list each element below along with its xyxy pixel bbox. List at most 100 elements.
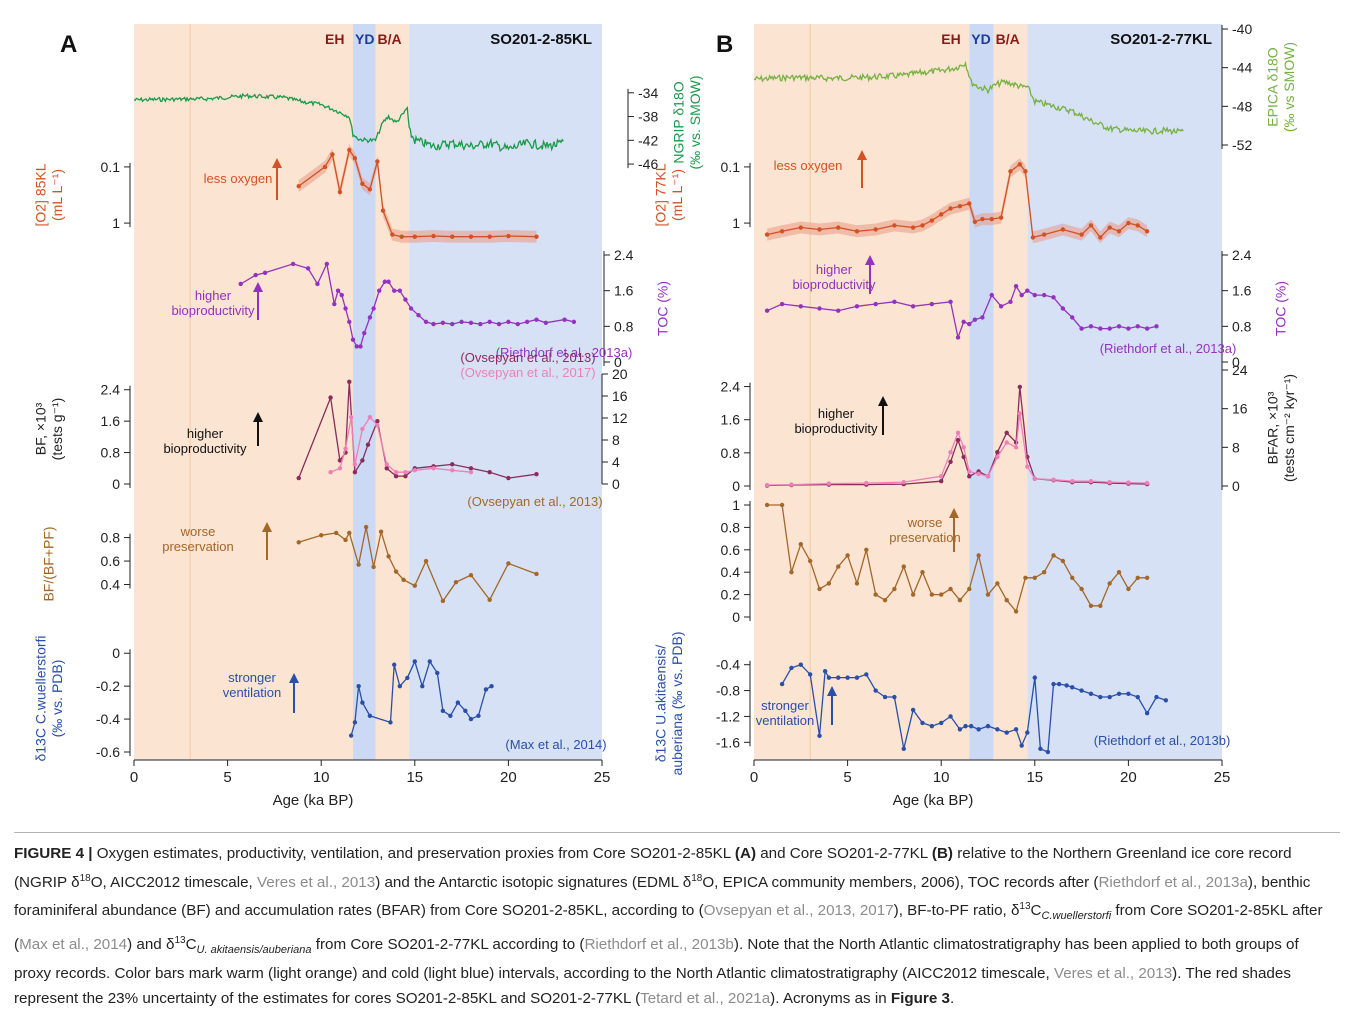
- data-point: [1041, 570, 1047, 575]
- caption-text: (A): [734, 845, 757, 862]
- interval-band: [134, 24, 354, 760]
- caption-citation[interactable]: Max et al., 2014: [19, 935, 128, 953]
- y-axis-title-bf: BF, ×10³: [33, 402, 49, 455]
- y-tick-label: 0: [614, 354, 622, 370]
- annotation-o2: less oxygen: [774, 158, 843, 173]
- data-point: [1088, 691, 1094, 696]
- data-point: [948, 586, 953, 592]
- data-point: [382, 279, 388, 284]
- track-bf: 2.4 1.6 0.8 0 BF, ×10³ (tests g⁻¹) 20 16 12 8 4 0 hi…: [33, 350, 628, 509]
- interval-band: [969, 24, 994, 760]
- data-point: [985, 592, 991, 597]
- y-tick-label: -46: [638, 156, 658, 172]
- data-point: [431, 321, 436, 327]
- data-point: [989, 216, 994, 222]
- y-axis-title-o2: [O2] 77KL: [653, 163, 669, 226]
- caption-citation[interactable]: Veres et al., 2013: [1053, 965, 1173, 983]
- data-point: [487, 597, 492, 602]
- data-point: [955, 430, 961, 436]
- data-point: [854, 675, 860, 680]
- data-point: [901, 479, 906, 485]
- data-point: [1070, 575, 1075, 580]
- y-tick-label: 1: [732, 215, 740, 231]
- data-point: [1032, 292, 1038, 298]
- data-point: [330, 152, 335, 157]
- y-axis-title-epica-group: EPICA δ18O (‰ vs SMOW): [1265, 42, 1297, 132]
- arrow-bf-head: [878, 396, 888, 406]
- caption-citation[interactable]: Ovsepyan et al., 2013, 2017: [703, 902, 894, 920]
- y-tick-label: 0.8: [721, 445, 741, 461]
- data-point: [453, 579, 459, 585]
- data-point: [1004, 730, 1009, 735]
- data-point: [534, 234, 539, 239]
- data-point: [822, 668, 828, 674]
- data-point: [1013, 609, 1019, 614]
- y-tick-label: -0.2: [96, 678, 120, 694]
- data-point: [356, 562, 361, 567]
- data-point: [378, 529, 384, 534]
- data-point: [390, 232, 395, 237]
- data-point: [337, 189, 343, 195]
- data-point: [1051, 477, 1056, 482]
- data-point: [1032, 476, 1038, 481]
- data-point: [920, 720, 925, 726]
- data-point: [440, 598, 446, 604]
- annotation-d13c: stronger ventilation: [223, 670, 282, 700]
- data-point: [1008, 169, 1013, 174]
- y-tick-label: -40: [1232, 21, 1252, 37]
- y-tick-label: 0.8: [721, 519, 741, 535]
- data-point: [1041, 232, 1047, 237]
- data-point: [1079, 586, 1084, 592]
- data-point: [440, 320, 446, 325]
- data-point: [450, 234, 455, 239]
- data-point: [1098, 603, 1103, 608]
- data-point: [1098, 326, 1103, 331]
- caption-citation[interactable]: Riethdorf et al., 2013a: [1098, 873, 1248, 891]
- data-point: [939, 478, 944, 484]
- y-tick-label: 0: [732, 609, 740, 625]
- data-point: [487, 234, 492, 239]
- data-point: [1154, 694, 1159, 700]
- y-axis-o2: 0.11: [101, 159, 131, 231]
- y-tick-label: 4: [612, 454, 620, 470]
- y-tick-label: -48: [1232, 98, 1252, 114]
- y-tick-label: -0.8: [716, 683, 740, 699]
- annotation-o2: less oxygen: [204, 171, 273, 186]
- data-point: [459, 319, 464, 325]
- data-point: [420, 683, 425, 689]
- caption-citation[interactable]: Riethdorf et al., 2013b: [584, 935, 734, 953]
- data-point: [1019, 743, 1024, 748]
- caption-text: ), BF-to-PF ratio, δ: [893, 902, 1020, 920]
- data-point: [332, 301, 337, 307]
- y-tick-label: 2.4: [1232, 247, 1252, 263]
- data-point: [929, 301, 935, 307]
- data-point: [864, 480, 869, 486]
- data-point: [333, 530, 339, 536]
- arrow-bf: [878, 396, 888, 435]
- citation: (Ovsepyan et al., 2017): [460, 365, 595, 380]
- caption-citation[interactable]: Tetard et al., 2021a: [640, 989, 771, 1007]
- data-point: [1004, 430, 1009, 436]
- data-point: [929, 218, 935, 223]
- data-point: [352, 462, 358, 467]
- data-point: [1013, 445, 1019, 450]
- data-point: [967, 474, 972, 479]
- data-point: [423, 558, 429, 564]
- y-axis-title-epica: EPICA δ18O: [1265, 47, 1281, 126]
- data-point: [487, 470, 492, 475]
- y-tick-label: 0.1: [101, 159, 121, 175]
- data-point: [1088, 324, 1094, 329]
- caption-text: from Core SO201-2-77KL according to (: [311, 935, 585, 953]
- track-bf: 24 16 8 0 BFAR, ×10³ (tests cm⁻² kyr⁻¹) 2.4 1.6…: [721, 362, 1297, 494]
- data-point: [910, 304, 916, 309]
- data-point: [961, 454, 966, 460]
- track-d13c: 0 -0.2 -0.4 -0.6 δ13C C.wuellerstorfi (‰ vs. …: [33, 635, 607, 761]
- data-point: [1144, 575, 1150, 580]
- data-point: [388, 720, 393, 725]
- data-point: [1060, 558, 1066, 564]
- y-tick-label: -42: [638, 132, 658, 148]
- data-point: [1013, 727, 1019, 732]
- caption-citation[interactable]: Veres et al., 2013: [256, 873, 376, 891]
- data-point: [356, 683, 361, 689]
- data-point: [534, 571, 539, 577]
